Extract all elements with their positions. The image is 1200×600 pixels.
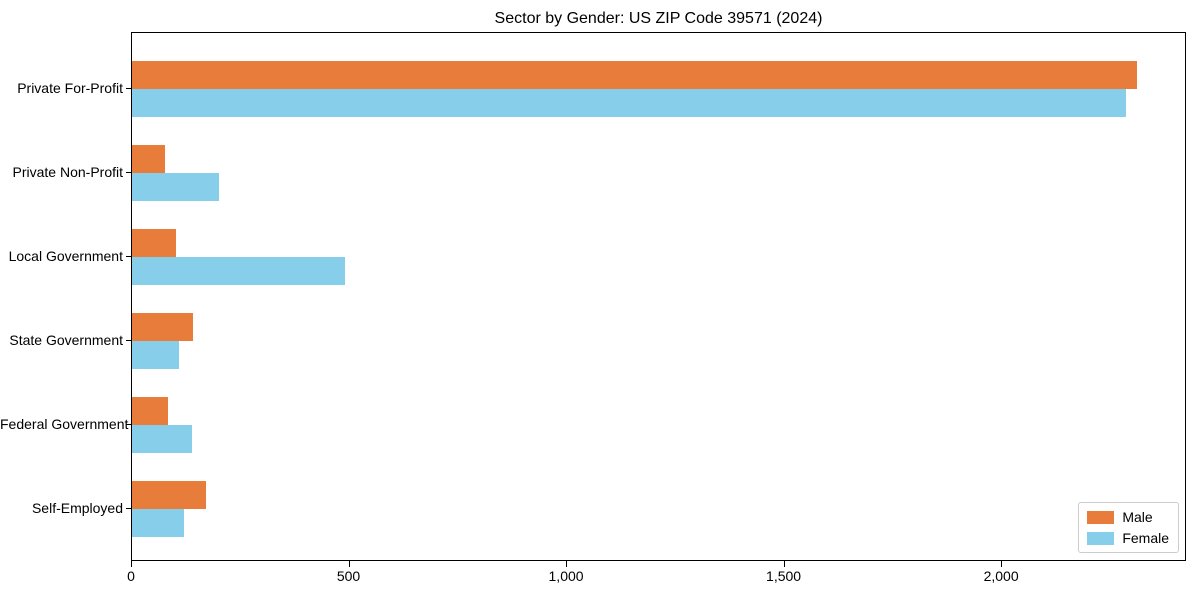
x-tick-mark <box>566 561 568 567</box>
bar-female-2 <box>132 257 345 285</box>
y-tick-label: Self-Employed <box>31 500 123 516</box>
female-legend-swatch <box>1087 531 1115 545</box>
y-tick-label: Federal Government <box>0 416 129 432</box>
bar-male-1 <box>132 145 165 173</box>
plot-area: Male Female <box>131 32 1186 561</box>
legend-item-female: Female <box>1087 530 1169 546</box>
bar-female-4 <box>132 425 192 453</box>
male-legend-swatch <box>1087 510 1115 524</box>
x-tick-label: 1,000 <box>548 568 584 584</box>
chart-title: Sector by Gender: US ZIP Code 39571 (202… <box>494 10 823 27</box>
x-tick-mark <box>131 561 132 567</box>
x-tick-mark <box>1001 561 1003 567</box>
y-tick-label: State Government <box>9 332 123 348</box>
y-tick-mark <box>126 424 131 425</box>
female-legend-label: Female <box>1122 530 1169 546</box>
legend: Male Female <box>1078 502 1179 553</box>
y-tick-mark <box>126 88 131 89</box>
y-tick-mark <box>126 340 131 341</box>
bar-female-1 <box>132 173 219 201</box>
male-legend-label: Male <box>1122 509 1153 525</box>
x-tick-mark <box>783 561 785 567</box>
x-tick-label: 500 <box>336 568 361 584</box>
legend-item-male: Male <box>1087 509 1169 525</box>
bar-male-4 <box>132 397 168 425</box>
x-tick-mark <box>348 561 350 567</box>
bar-female-3 <box>132 341 179 369</box>
bar-male-2 <box>132 229 176 257</box>
bars-layer <box>132 33 1185 560</box>
x-tick-label: 0 <box>127 568 135 584</box>
x-tick-label: 2,000 <box>983 568 1019 584</box>
y-tick-mark <box>126 256 131 257</box>
y-tick-label: Private For-Profit <box>17 80 123 96</box>
y-tick-mark <box>126 508 131 509</box>
bar-female-5 <box>132 509 184 537</box>
bar-male-5 <box>132 481 206 509</box>
bar-female-0 <box>132 89 1126 117</box>
bar-male-0 <box>132 61 1137 89</box>
y-tick-mark <box>126 172 131 173</box>
y-tick-label: Local Government <box>8 248 123 264</box>
x-tick-label: 1,500 <box>766 568 802 584</box>
bar-male-3 <box>132 313 193 341</box>
y-tick-label: Private Non-Profit <box>12 164 123 180</box>
